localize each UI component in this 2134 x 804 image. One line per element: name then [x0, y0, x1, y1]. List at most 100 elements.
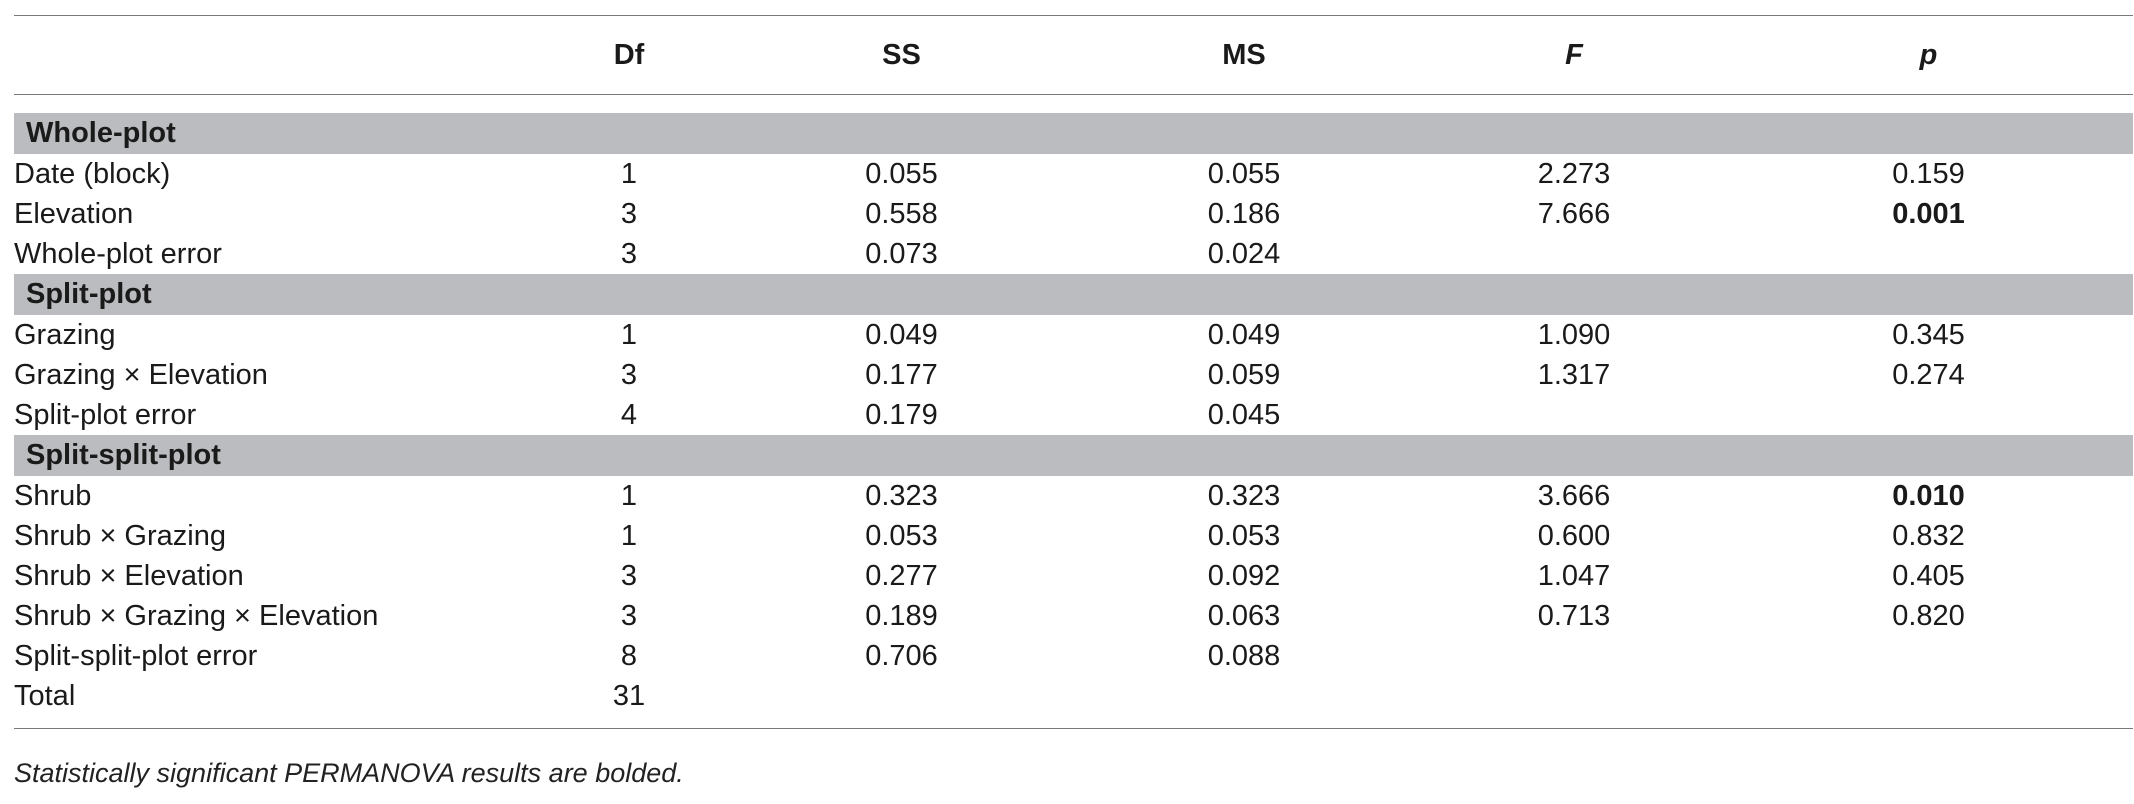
cell-p: [1724, 636, 2133, 676]
row-label: Shrub × Grazing: [14, 519, 226, 552]
section-title: Whole-plot: [14, 113, 2133, 154]
table-row: Shrub × Grazing × Elevation 3 0.189 0.063 0.…: [14, 596, 2133, 636]
cell-df: 1: [620, 157, 638, 190]
cell-f: [1424, 395, 1724, 435]
row-label: Grazing × Elevation: [14, 358, 268, 391]
header-ms: MS: [1222, 38, 1266, 71]
cell-df: 3: [620, 358, 638, 391]
cell-f: [1424, 676, 1724, 716]
cell-ms: 0.088: [1207, 639, 1281, 672]
spacer-cell: [14, 716, 2133, 728]
row-label: Grazing: [14, 318, 116, 351]
cell-ss: 0.179: [865, 398, 938, 431]
cell-ss: 0.055: [865, 157, 938, 190]
bottom-rule: [14, 728, 2133, 729]
cell-p: 0.345: [1892, 318, 1965, 351]
cell-ss: 0.177: [865, 358, 938, 391]
cell-p: 0.820: [1892, 599, 1965, 632]
cell-ss: 0.558: [865, 197, 938, 230]
section-title: Split-split-plot: [14, 435, 2133, 476]
row-label: Date (block): [14, 157, 171, 190]
cell-f: 1.047: [1537, 559, 1611, 592]
cell-p: [1724, 676, 2133, 716]
cell-df: 1: [620, 318, 638, 351]
cell-f: [1424, 636, 1724, 676]
header-rule-row: [14, 94, 2133, 95]
cell-p: 0.001: [1892, 197, 1965, 230]
cell-f: 0.600: [1537, 519, 1611, 552]
cell-p: 0.832: [1892, 519, 1965, 552]
cell-df: 8: [620, 639, 638, 672]
header-f: F: [1565, 38, 1583, 71]
table-row: Whole-plot error 3 0.073 0.024: [14, 234, 2133, 274]
cell-p: [1724, 234, 2133, 274]
cell-f: 1.317: [1537, 358, 1611, 391]
table-row: Grazing 1 0.049 0.049 1.090 0.345: [14, 315, 2133, 355]
cell-ss: 0.049: [865, 318, 938, 351]
section-header-row: Split-plot: [14, 274, 2133, 315]
table-body: Whole-plot Date (block) 1 0.055 0.055 2.273 0.…: [14, 94, 2133, 728]
cell-ss: 0.277: [865, 559, 938, 592]
spacer-cell: [14, 95, 2133, 113]
table-row: Grazing × Elevation 3 0.177 0.059 1.317 0.274: [14, 355, 2133, 395]
row-label: Elevation: [14, 197, 134, 230]
table-row: Shrub × Grazing 1 0.053 0.053 0.600 0.832: [14, 516, 2133, 556]
cell-df: 1: [620, 519, 638, 552]
cell-ss: [739, 676, 1064, 716]
table-row: Shrub 1 0.323 0.323 3.666 0.010: [14, 476, 2133, 516]
row-label: Split-plot error: [14, 398, 197, 431]
cell-ms: 0.059: [1207, 358, 1281, 391]
table-row: Total 31: [14, 676, 2133, 716]
cell-p: [1724, 395, 2133, 435]
cell-ms: 0.092: [1207, 559, 1281, 592]
cell-ms: 0.053: [1207, 519, 1281, 552]
row-label: Shrub: [14, 479, 92, 512]
header-label: [14, 16, 519, 94]
row-label: Shrub × Grazing × Elevation: [14, 599, 379, 632]
cell-ms: 0.186: [1207, 197, 1281, 230]
cell-df: 3: [620, 599, 638, 632]
permanova-table: Df SS MS F p Whole-plot Date (block) 1 0.05…: [14, 16, 2133, 728]
row-label: Split-split-plot error: [14, 639, 258, 672]
cell-ms: 0.045: [1207, 398, 1281, 431]
header-row: Df SS MS F p: [14, 16, 2133, 94]
spacer-row: [14, 716, 2133, 728]
cell-f: [1424, 234, 1724, 274]
table-row: Date (block) 1 0.055 0.055 2.273 0.159: [14, 154, 2133, 194]
cell-f: 2.273: [1537, 157, 1611, 190]
cell-df: 3: [620, 559, 638, 592]
spacer-row: [14, 95, 2133, 113]
table-row: Split-split-plot error 8 0.706 0.088: [14, 636, 2133, 676]
header-rule: [14, 94, 2133, 95]
cell-ss: 0.706: [865, 639, 938, 672]
section-title: Split-plot: [14, 274, 2133, 315]
cell-f: 1.090: [1537, 318, 1611, 351]
top-rule: [14, 15, 2133, 16]
cell-p: 0.274: [1892, 358, 1965, 391]
row-label: Whole-plot error: [14, 237, 222, 270]
cell-df: 1: [620, 479, 638, 512]
cell-ms: [1064, 676, 1424, 716]
header-p: p: [1919, 38, 1938, 71]
cell-ss: 0.323: [865, 479, 938, 512]
cell-ms: 0.055: [1207, 157, 1281, 190]
cell-f: 3.666: [1537, 479, 1611, 512]
cell-df: 3: [620, 197, 638, 230]
row-label: Total: [14, 679, 76, 712]
anova-table-container: Df SS MS F p Whole-plot Date (block) 1 0.05…: [14, 15, 2133, 729]
section-header-row: Split-split-plot: [14, 435, 2133, 476]
cell-p: 0.405: [1892, 559, 1965, 592]
cell-ms: 0.063: [1207, 599, 1281, 632]
cell-p: 0.010: [1892, 479, 1965, 512]
row-label: Shrub × Elevation: [14, 559, 244, 592]
cell-p: 0.159: [1892, 157, 1965, 190]
cell-ms: 0.024: [1207, 237, 1281, 270]
header-ss: SS: [882, 38, 921, 71]
table-footnote: Statistically significant PERMANOVA resu…: [14, 758, 684, 788]
cell-ms: 0.323: [1207, 479, 1281, 512]
cell-ms: 0.049: [1207, 318, 1281, 351]
section-header-row: Whole-plot: [14, 113, 2133, 154]
table-row: Shrub × Elevation 3 0.277 0.092 1.047 0.405: [14, 556, 2133, 596]
cell-ss: 0.073: [865, 237, 938, 270]
cell-ss: 0.189: [865, 599, 938, 632]
